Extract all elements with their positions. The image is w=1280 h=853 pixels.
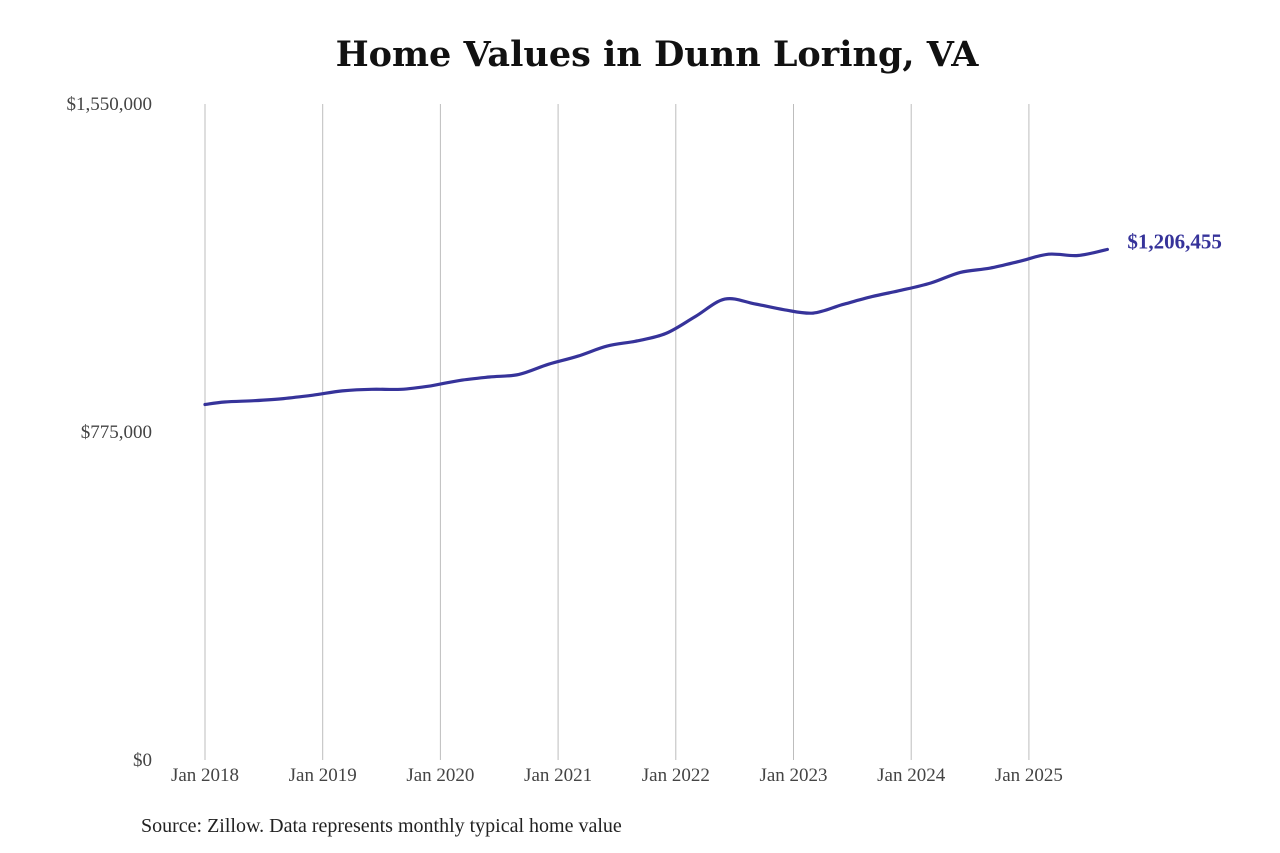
- series-line: [203, 247, 1109, 407]
- y-tick-label: $0: [133, 750, 152, 771]
- x-tick-label: Jan 2021: [524, 765, 592, 786]
- x-tick-label: Jan 2022: [642, 765, 710, 786]
- x-tick-label: Jan 2025: [995, 765, 1063, 786]
- y-tick-label: $775,000: [81, 422, 152, 443]
- x-tick-label: Jan 2020: [406, 765, 474, 786]
- source-note: Source: Zillow. Data represents monthly …: [141, 815, 622, 837]
- x-tick-label: Jan 2024: [877, 765, 946, 786]
- chart-title: Home Values in Dunn Loring, VA: [335, 34, 979, 75]
- x-tick-label: Jan 2023: [759, 765, 827, 786]
- end-value-label: $1,206,455: [1127, 229, 1222, 253]
- x-tick-label: Jan 2018: [171, 765, 239, 786]
- y-tick-label: $1,550,000: [67, 94, 153, 115]
- x-tick-label: Jan 2019: [289, 765, 357, 786]
